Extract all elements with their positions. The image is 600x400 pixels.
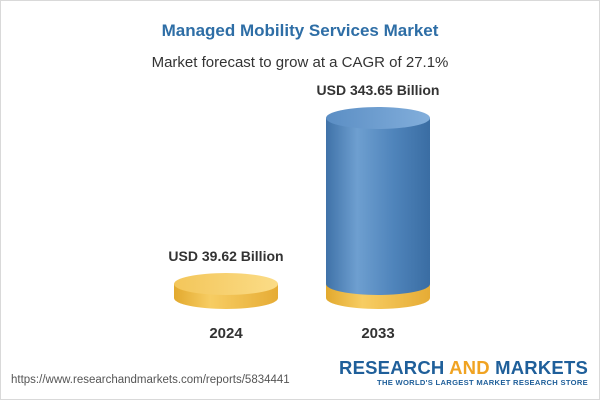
source-url[interactable]: https://www.researchandmarkets.com/repor… [11,374,290,386]
brand-word-and: AND [449,357,490,378]
value-label-2033: USD 343.65 Billion [317,82,440,98]
brand-tagline: THE WORLD'S LARGEST MARKET RESEARCH STOR… [377,378,588,387]
bar-top-2024 [174,273,278,295]
brand-word-markets: MARKETS [489,357,588,378]
bar-body-2033 [326,118,430,295]
brand-name: RESEARCH AND MARKETS [339,358,588,378]
chart-title: Managed Mobility Services Market [161,21,439,40]
bar-2024 [174,273,278,309]
bar-2033 [326,107,430,309]
chart-subtitle: Market forecast to grow at a CAGR of 27.… [151,54,449,71]
bar-top-2033 [326,107,430,129]
value-label-2024: USD 39.62 Billion [168,248,283,264]
category-label-2033: 2033 [361,325,394,342]
category-label-2024: 2024 [209,325,243,342]
brand-logo: RESEARCH AND MARKETS THE WORLD'S LARGEST… [339,358,588,388]
brand-word-research: RESEARCH [339,357,450,378]
